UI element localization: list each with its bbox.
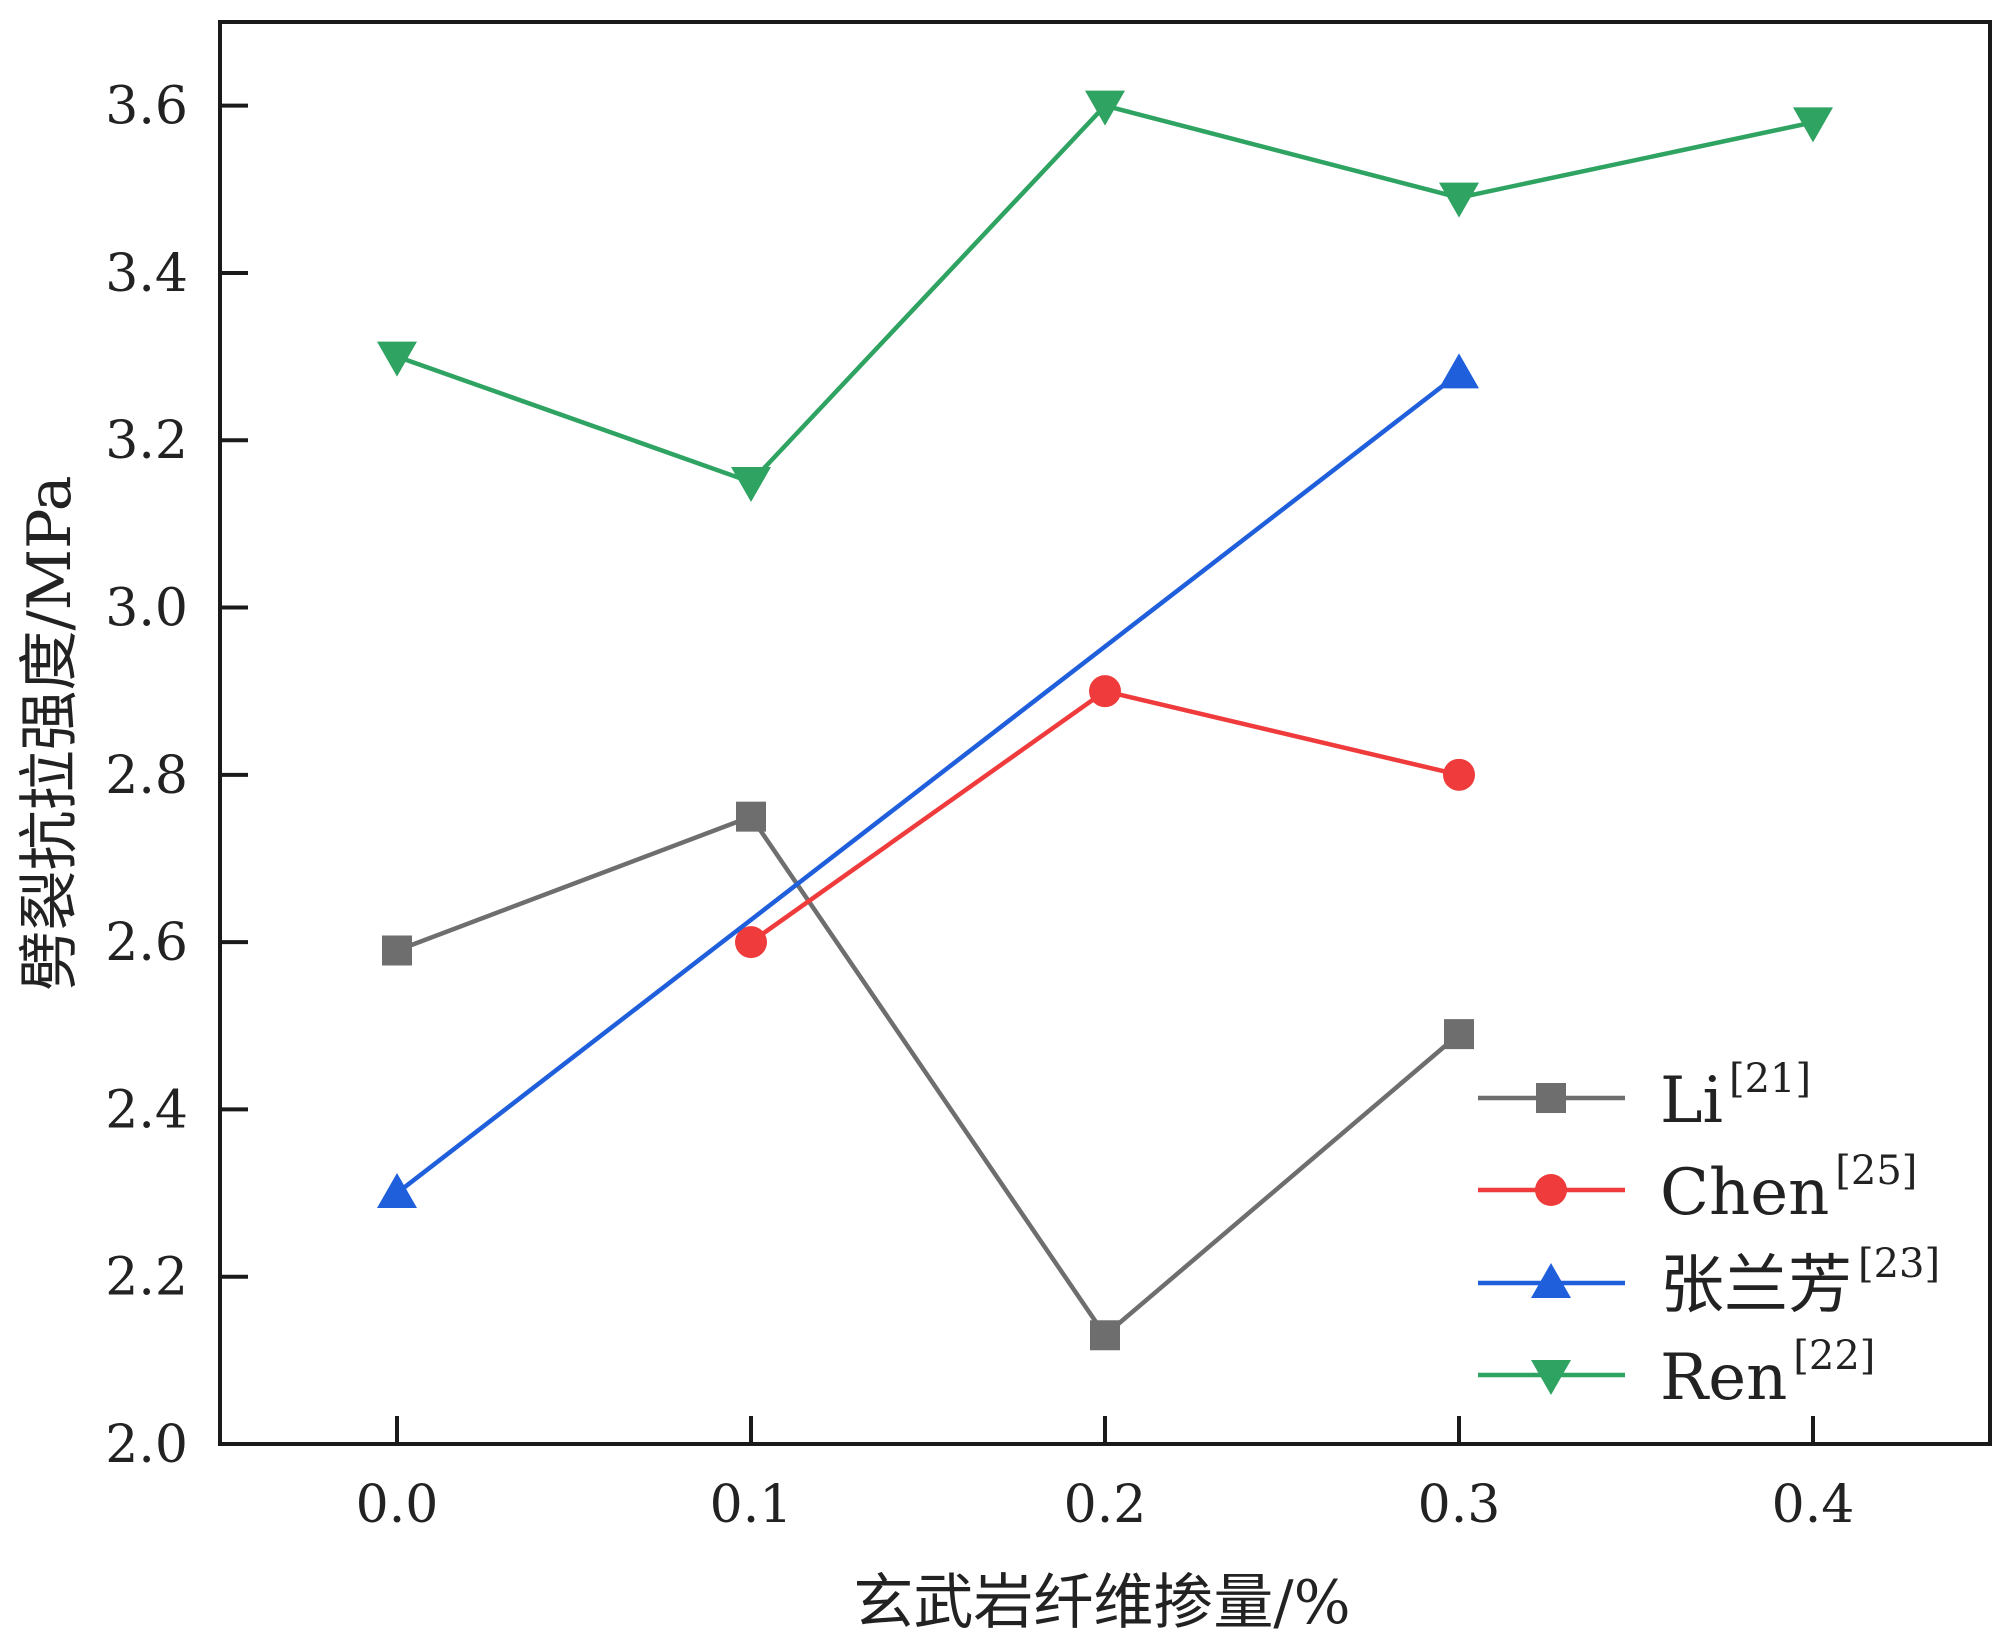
data-point	[1793, 107, 1833, 143]
legend-series-name: Ren	[1660, 1341, 1787, 1415]
x-tick-label: 0.1	[710, 1475, 793, 1535]
x-tick-label: 0.4	[1772, 1475, 1855, 1535]
legend: Li [21] Chen [25] 张兰芳 [23] Ren [22]	[1478, 1056, 1940, 1415]
y-axis-title: 劈裂抗拉强度/MPa	[15, 475, 85, 990]
legend-marker	[1531, 1360, 1571, 1395]
series-line	[395, 371, 1461, 1195]
series-line	[749, 688, 1460, 944]
legend-item: Chen [25]	[1478, 1148, 1917, 1230]
legend-item: Ren [22]	[1478, 1333, 1875, 1415]
legend-label: Chen [25]	[1660, 1148, 1917, 1230]
y-tick-label: 3.0	[105, 579, 188, 639]
y-tick-label: 2.2	[105, 1248, 188, 1308]
legend-reference: [22]	[1793, 1333, 1875, 1379]
legend-label: Li [21]	[1660, 1056, 1811, 1138]
legend-item: 张兰芳 [23]	[1478, 1241, 1940, 1323]
legend-series-name: Chen	[1660, 1156, 1829, 1230]
y-tick-label: 2.6	[105, 913, 188, 973]
data-point	[1089, 675, 1121, 708]
series-1	[735, 675, 1475, 959]
legend-series-name: 张兰芳	[1660, 1249, 1852, 1323]
series-3	[377, 90, 1833, 503]
x-tick-label: 0.2	[1064, 1475, 1147, 1535]
data-point	[1090, 1320, 1120, 1351]
series-2	[377, 353, 1479, 1209]
series-layer	[377, 90, 1833, 1351]
data-point	[382, 935, 412, 966]
legend-reference: [23]	[1858, 1241, 1940, 1287]
y-tick-label: 3.4	[105, 244, 188, 304]
y-tick-label: 3.2	[105, 411, 188, 471]
data-point	[736, 801, 766, 832]
legend-marker	[1535, 1174, 1567, 1206]
data-point	[377, 341, 417, 377]
legend-marker	[1531, 1263, 1571, 1298]
axis-ticks: 0.0 0.1 0.2 0.3 0.4 2.0 2.2 2.4 2.6 2.8 3.0 3.2 3.4 3…	[105, 77, 1854, 1535]
plot-frame	[218, 20, 1992, 1446]
x-axis-title: 玄武岩纤维掺量/%	[853, 1568, 1350, 1638]
data-point	[735, 926, 767, 959]
legend-item: Li [21]	[1478, 1056, 1811, 1138]
data-point	[1439, 353, 1479, 389]
data-point	[1443, 758, 1475, 791]
x-tick-label: 0.3	[1418, 1475, 1501, 1535]
legend-reference: [25]	[1835, 1148, 1917, 1194]
legend-label: 张兰芳 [23]	[1660, 1241, 1940, 1323]
data-point	[1439, 182, 1479, 218]
legend-series-name: Li	[1660, 1064, 1723, 1138]
y-tick-label: 2.8	[105, 746, 188, 806]
data-point	[731, 467, 771, 503]
legend-label: Ren [22]	[1660, 1333, 1875, 1415]
data-point	[1444, 1019, 1474, 1050]
data-point	[377, 1173, 417, 1209]
y-tick-label: 3.6	[105, 77, 188, 137]
series-line	[396, 103, 1814, 485]
legend-marker	[1536, 1083, 1566, 1113]
series-0	[382, 801, 1474, 1351]
y-tick-label: 2.0	[105, 1415, 188, 1475]
data-point	[1085, 90, 1125, 126]
y-tick-label: 2.4	[105, 1080, 188, 1140]
x-tick-label: 0.0	[356, 1475, 439, 1535]
legend-reference: [21]	[1729, 1056, 1811, 1102]
series-line	[396, 813, 1461, 1339]
